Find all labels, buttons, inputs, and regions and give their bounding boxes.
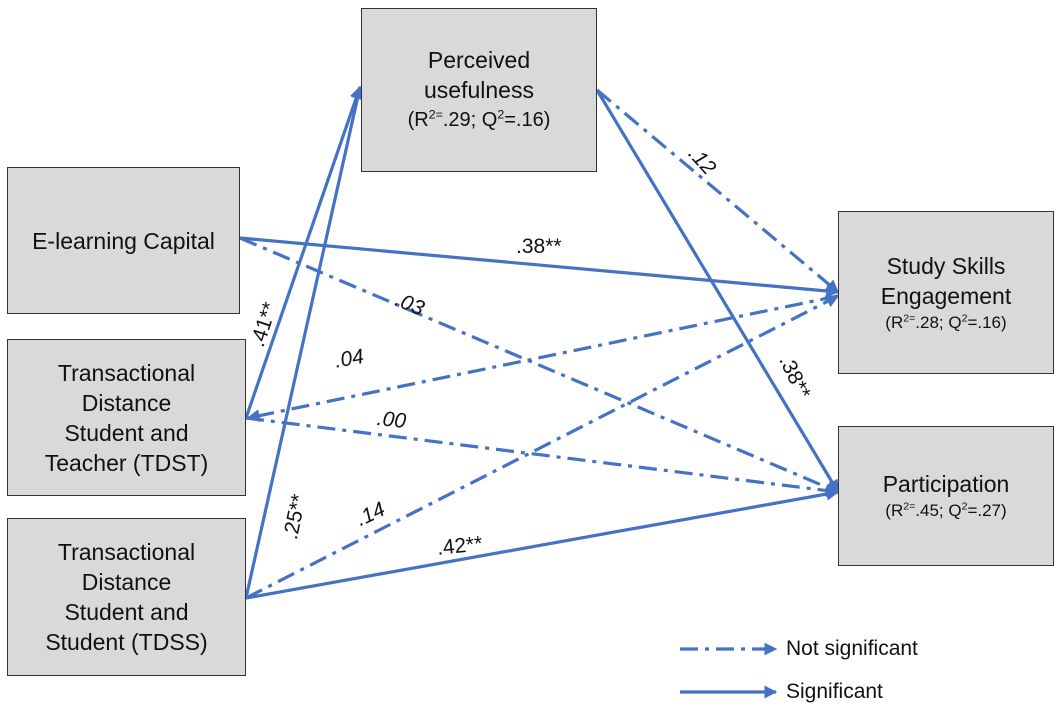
- arrow-tdss-to-participation: [245, 487, 840, 600]
- arrow-elearning-to-participation: [239, 236, 840, 494]
- node-label: Student and: [64, 419, 189, 446]
- arrow-studyskills-to-tdst: [246, 294, 839, 422]
- node-study-skills-engagement: Study Skills Engagement (R2=.28; Q2=.16): [838, 211, 1054, 374]
- arrow-tdst-to-perceived: [244, 85, 363, 419]
- node-label: Student (TDSS): [45, 629, 208, 655]
- node-label: Distance: [81, 389, 172, 416]
- node-label: Transactional: [57, 539, 196, 565]
- coef-elearning-studyskills: .38**: [516, 235, 562, 258]
- node-perceived-usefulness: Perceived usefulness (R2=.29; Q2=.16): [361, 8, 597, 172]
- node-label: Engagement: [880, 282, 1012, 309]
- node-stats: (R2=.45; Q2=.27): [885, 500, 1007, 520]
- node-label: Student and: [64, 599, 189, 625]
- node-label: Distance: [81, 569, 172, 595]
- node-stats: (R2=.28; Q2=.16): [885, 311, 1007, 332]
- legend-significant: Significant: [786, 680, 883, 703]
- arrow-elearning-to-studyskills: [239, 236, 840, 298]
- node-label: Study Skills: [886, 252, 1006, 279]
- coef-tdst-participation: .00: [375, 407, 408, 433]
- legend-not-significant: Not significant: [786, 637, 918, 660]
- node-label: E-learning Capital: [32, 227, 215, 254]
- arrow-tdst-to-participation: [245, 416, 840, 497]
- node-label: Participation: [882, 471, 1010, 497]
- node-participation: Participation (R2=.45; Q2=.27): [838, 426, 1054, 566]
- node-tdst: Transactional Distance Student and Teach…: [7, 339, 246, 496]
- node-tdss: Transactional Distance Student and Stude…: [7, 518, 246, 676]
- node-elearning-capital: E-learning Capital: [7, 167, 240, 314]
- arrow-tdss-to-studyskills: [245, 294, 840, 600]
- arrow-tdss-to-perceived: [244, 85, 364, 599]
- arrow-perceived-to-participation: [595, 89, 840, 494]
- arrow-perceived-to-studyskills: [595, 88, 840, 294]
- node-label: usefulness: [424, 77, 534, 103]
- node-stats: (R2=.29; Q2=.16): [407, 107, 551, 131]
- node-label: Teacher (TDST): [44, 449, 209, 476]
- node-label: Perceived: [427, 47, 531, 73]
- node-label: Transactional: [57, 359, 196, 386]
